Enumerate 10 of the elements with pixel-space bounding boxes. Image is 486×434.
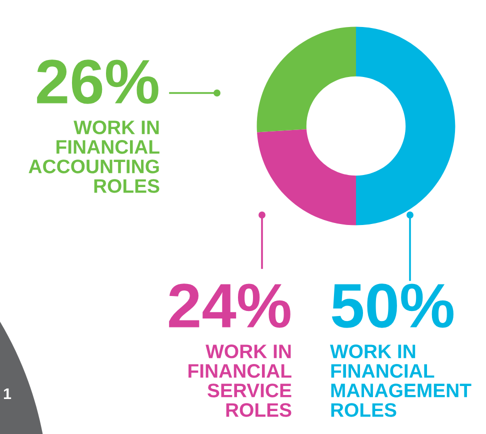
slice-label: WORK IN FINANCIAL MANAGEMENT ROLES xyxy=(330,344,472,417)
slice-label: WORK IN FINANCIAL SERVICE ROLES xyxy=(188,344,292,417)
slice-label: WORK IN FINANCIAL ACCOUNTING ROLES xyxy=(28,120,160,193)
data-label: 50% xyxy=(332,284,454,328)
data-label: 26% xyxy=(37,60,158,104)
text: 1 xyxy=(4,388,12,399)
donut-slice xyxy=(256,129,356,226)
data-label: 24% xyxy=(169,284,290,328)
donut-slice xyxy=(256,26,356,132)
donut-slice xyxy=(356,26,456,226)
